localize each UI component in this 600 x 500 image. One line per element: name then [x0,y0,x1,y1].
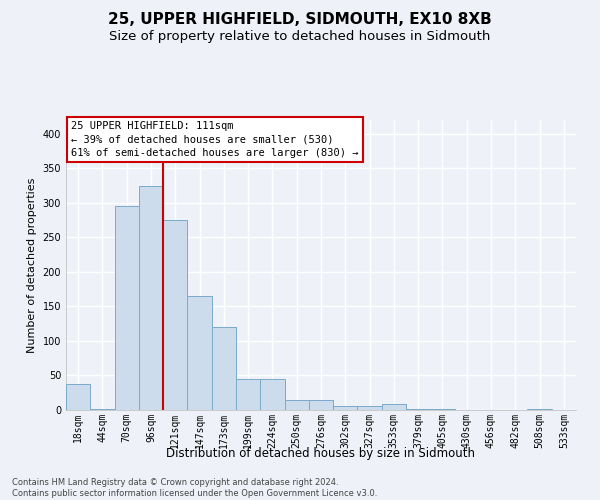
Bar [163,220,187,410]
Bar [115,206,139,410]
Bar [333,406,358,410]
Bar [430,408,455,410]
Bar [260,379,284,410]
Bar [309,400,333,410]
Text: Size of property relative to detached houses in Sidmouth: Size of property relative to detached ho… [109,30,491,43]
Bar [66,384,90,410]
Y-axis label: Number of detached properties: Number of detached properties [27,178,37,352]
Bar [90,408,115,410]
Bar [406,408,430,410]
Text: 25, UPPER HIGHFIELD, SIDMOUTH, EX10 8XB: 25, UPPER HIGHFIELD, SIDMOUTH, EX10 8XB [108,12,492,28]
Bar [139,186,163,410]
Bar [358,406,382,410]
Bar [284,400,309,410]
Text: Contains HM Land Registry data © Crown copyright and database right 2024.
Contai: Contains HM Land Registry data © Crown c… [12,478,377,498]
Bar [527,408,552,410]
Text: Distribution of detached houses by size in Sidmouth: Distribution of detached houses by size … [167,448,476,460]
Bar [187,296,212,410]
Bar [212,327,236,410]
Text: 25 UPPER HIGHFIELD: 111sqm
← 39% of detached houses are smaller (530)
61% of sem: 25 UPPER HIGHFIELD: 111sqm ← 39% of deta… [71,122,359,158]
Bar [236,379,260,410]
Bar [382,404,406,410]
